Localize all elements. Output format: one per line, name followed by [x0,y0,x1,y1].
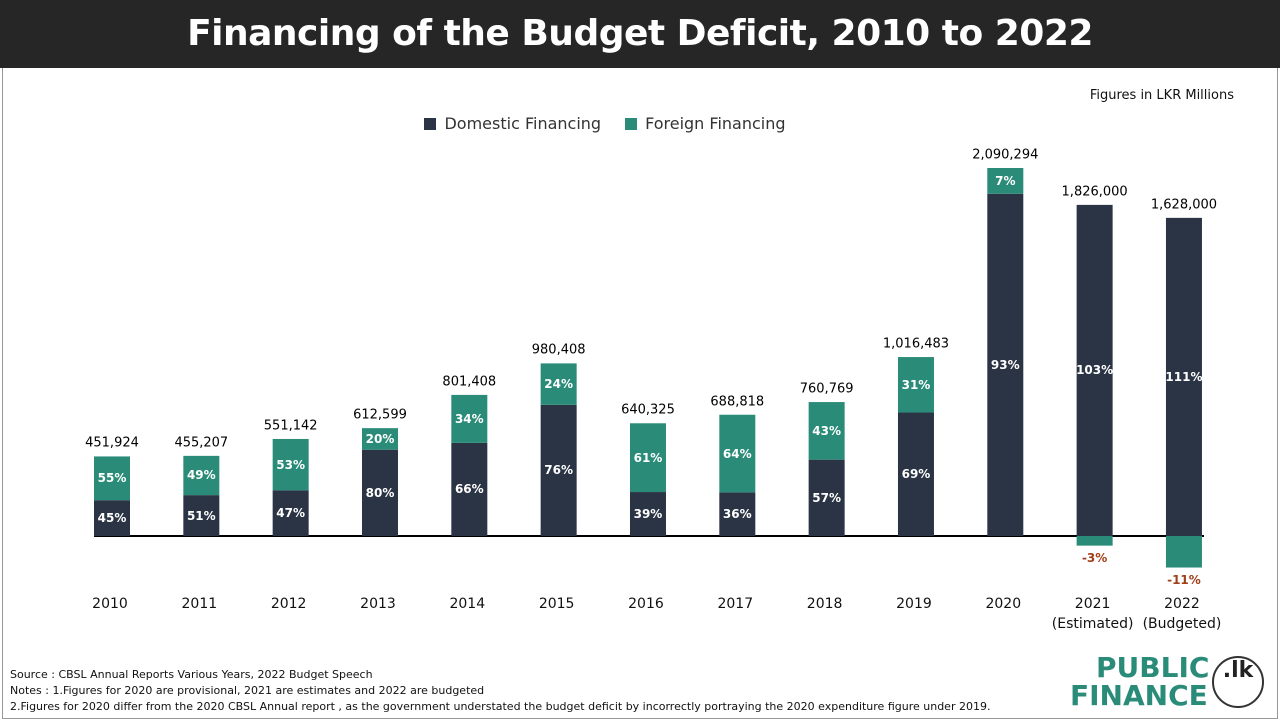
bar-segment [451,442,488,536]
logo: PUBLIC FINANCE [1070,654,1209,710]
total-label: 2,090,294 [972,147,1039,163]
legend-label: Domestic Financing [444,114,602,133]
x-tick-label: 2016 [628,596,664,612]
total-label: 451,924 [85,435,139,451]
total-label: 551,142 [263,418,318,434]
bar-segment [719,414,756,493]
total-label: 612,599 [353,407,407,423]
segment-label: 61% [633,450,663,465]
total-label: 640,325 [621,402,675,418]
legend: Domestic Financing Foreign Financing [0,114,1210,134]
total-label: 455,207 [174,435,229,451]
chart-title: Financing of the Budget Deficit, 2010 to… [0,0,1280,68]
legend-swatch [424,117,437,130]
segment-label: 80% [365,485,395,500]
x-tick-label: 2011 [181,596,218,612]
segment-label: 55% [97,471,127,486]
segment-label: 34% [454,411,484,426]
bar-segment [94,456,130,501]
x-tick-label: 2021 (Estimated) [1051,596,1134,632]
bar-segment [987,193,1024,536]
frame [2,68,1278,719]
legend-item: Domestic Financing [424,114,601,133]
bar-segment [1165,536,1202,568]
segment-label: 51% [186,508,216,523]
segment-label: -3% [1081,550,1108,565]
segment-label: 66% [454,482,484,497]
segment-label: 53% [276,457,306,472]
bar-segment [897,357,934,413]
total-label: 1,826,000 [1061,184,1128,200]
segment-label: 45% [97,511,127,526]
total-label: 760,769 [799,381,854,397]
source: Source : CBSL Annual Reports Various Yea… [10,668,373,681]
bar-segment [808,459,845,536]
bar-segment [1076,536,1113,546]
bar-segment [897,412,934,536]
legend-item: Foreign Financing [625,114,786,133]
x-tick-label: 2015 [538,596,575,612]
total-label: 1,628,000 [1150,197,1218,213]
bar-segment [183,495,220,536]
logo-text: PUBLIC [1096,651,1210,684]
bar-segment [272,490,309,536]
segment-label: 47% [276,506,306,521]
x-tick-label: 2019 [896,596,932,612]
bar-segment [361,428,398,450]
segment-label: 24% [544,377,574,392]
total-label: 801,408 [442,374,497,390]
bar-segment [540,363,577,405]
legend-swatch [625,117,638,130]
total-label: 1,016,483 [882,336,950,352]
segment-label: 7% [995,173,1016,188]
x-tick-label: 2012 [270,596,307,612]
segment-label: 39% [633,507,663,522]
x-tick-label: 2014 [449,596,486,612]
bar-segment [808,402,845,460]
segment-label: 111% [1165,369,1203,384]
segment-label: 36% [722,507,752,522]
segment-label: 43% [812,423,841,438]
bar-segment [361,449,398,536]
total-label: 688,818 [710,394,765,410]
segment-label: 103% [1076,363,1114,378]
unit-note: Figures in LKR Millions [1089,88,1234,103]
x-tick-label: 2022 (Budgeted) [1142,596,1222,632]
bar-segment [94,500,130,536]
logo-text: FINANCE [1070,679,1208,712]
logo-badge: .lk [1212,656,1264,708]
bar-segment [719,492,756,536]
bar-segment [540,404,577,536]
bar-segment [183,455,220,496]
note-line: Notes : 1.Figures for 2020 are provision… [10,684,485,697]
bar-segment [1165,217,1202,536]
x-tick-label: 2017 [717,596,754,612]
bar-segment [1076,204,1113,536]
bar-segment [451,394,488,443]
segment-label: -11% [1167,572,1201,587]
segment-label: 64% [722,446,752,461]
total-label: 980,408 [531,342,586,358]
segment-label: 31% [901,377,931,392]
x-tick-label: 2018 [806,596,843,612]
bar-segment [629,492,666,536]
bar-segment [272,438,309,491]
segment-label: 49% [186,468,216,483]
bar-segment [629,423,666,493]
x-tick-label: 2013 [360,596,396,612]
segment-label: 93% [990,357,1020,372]
legend-label: Foreign Financing [645,114,786,133]
note-line: 2.Figures for 2020 differ from the 2020 … [10,700,991,713]
segment-label: 57% [812,490,841,505]
bar-segment [987,168,1024,194]
x-tick-label: 2010 [92,596,128,612]
segment-label: 76% [544,463,574,478]
x-tick-label: 2020 [985,596,1022,612]
segment-label: 20% [365,431,395,446]
segment-label: 69% [901,467,931,482]
